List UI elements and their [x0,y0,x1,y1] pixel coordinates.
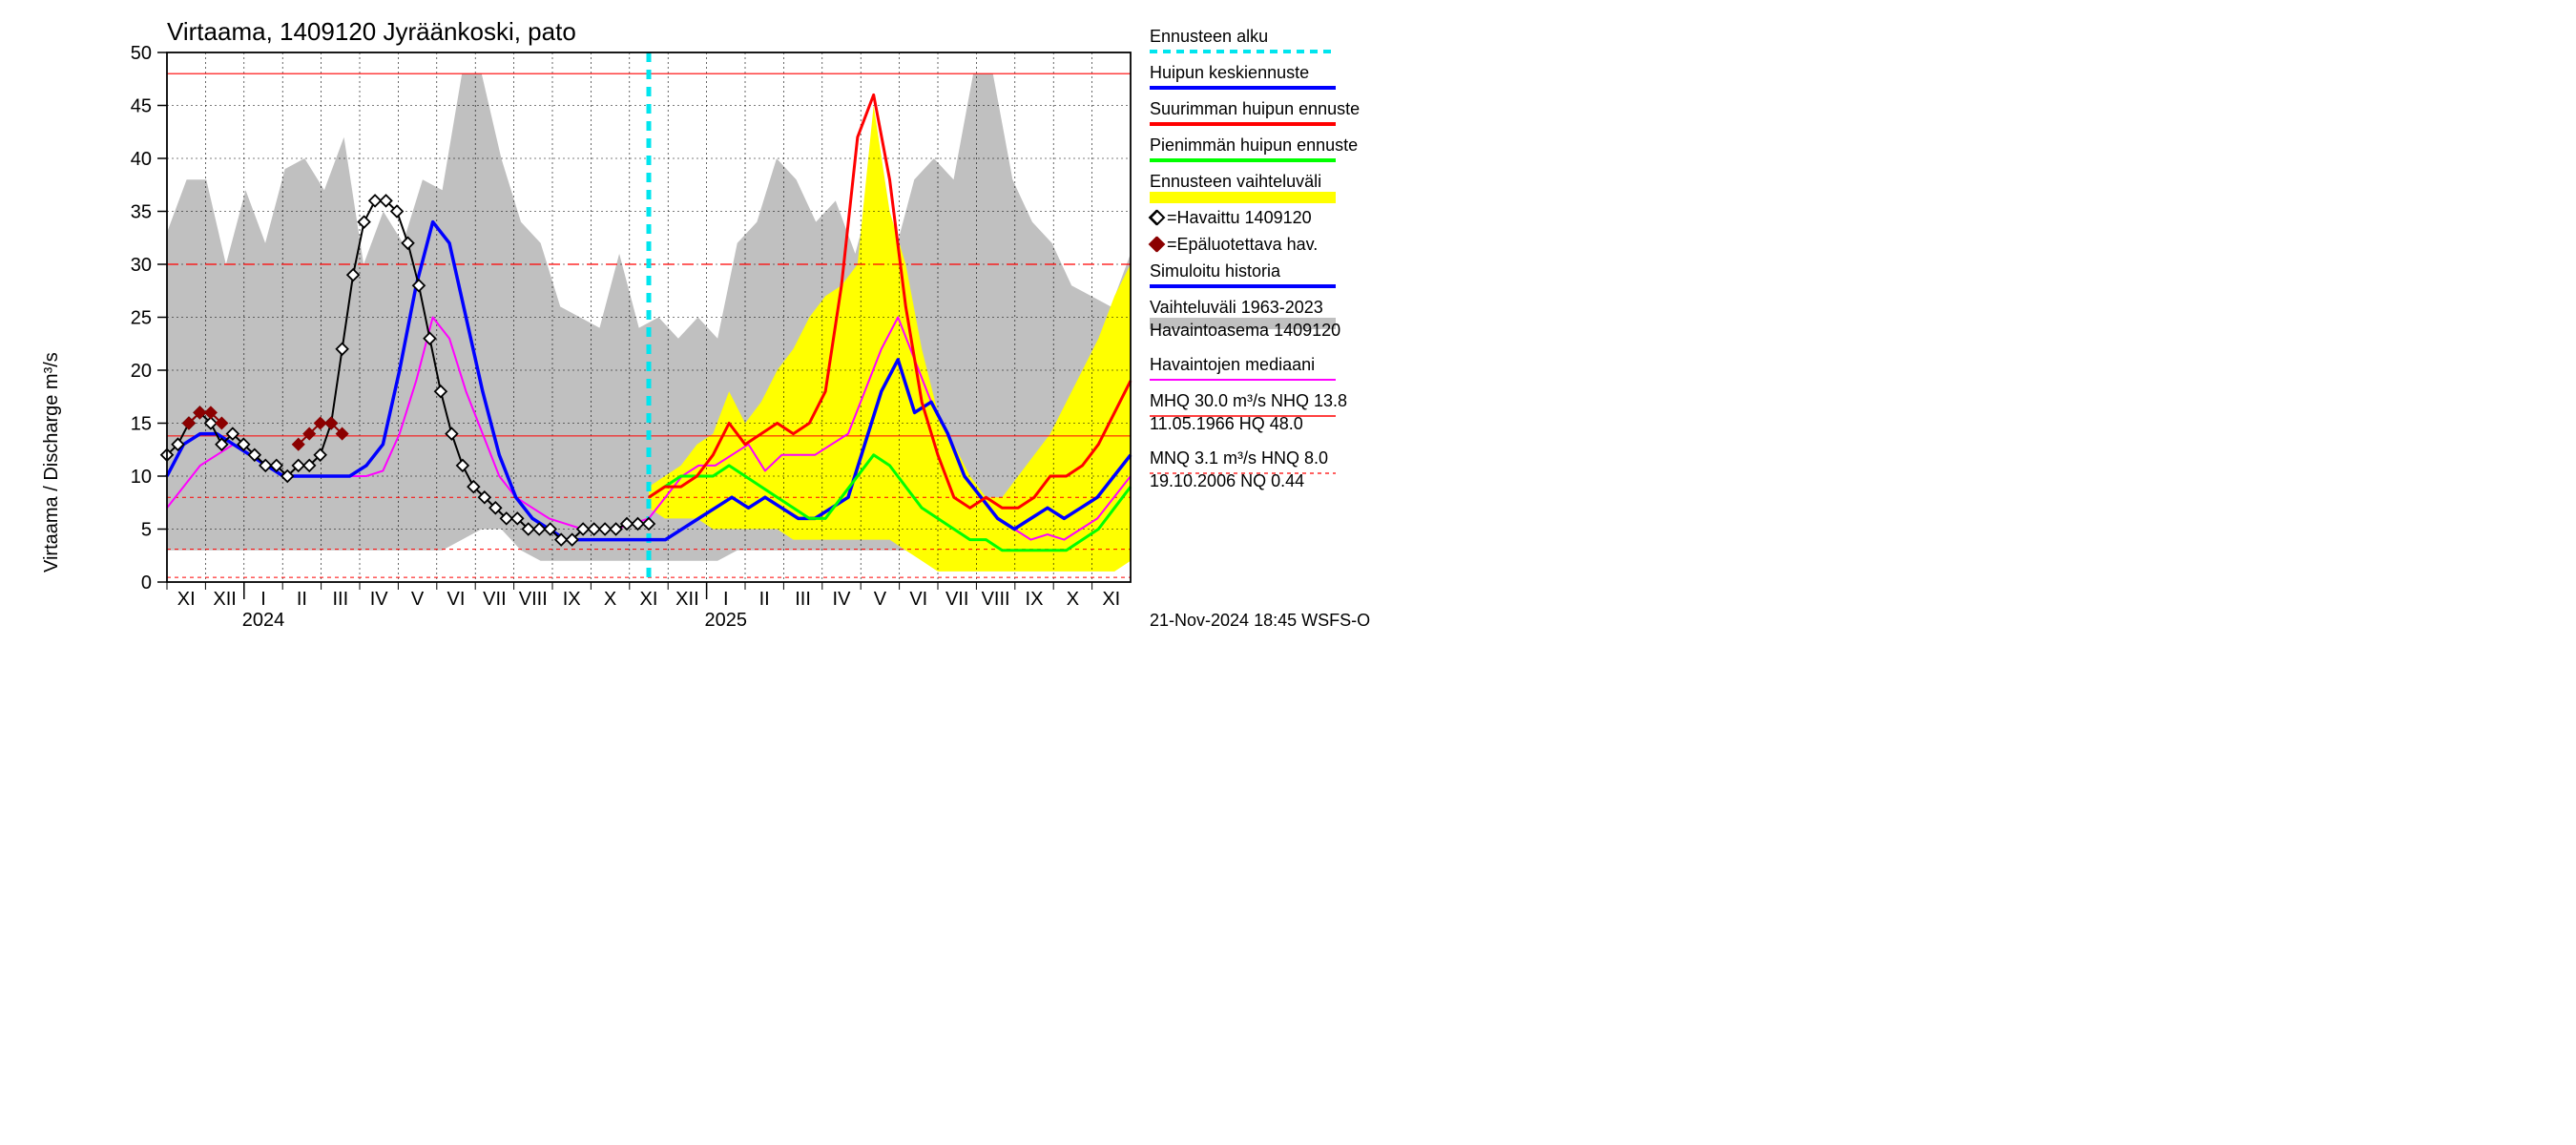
legend-label: Vaihteluväli 1963-2023 [1150,298,1323,317]
svg-text:I: I [723,589,729,610]
svg-text:=Epäluotettava hav.: =Epäluotettava hav. [1167,235,1318,254]
discharge-forecast-chart: 05101520253035404550XIXIIIIIIIIIVVVIVIIV… [0,0,1431,635]
legend-label: Huipun keskiennuste [1150,63,1309,82]
svg-text:VI: VI [447,589,466,610]
svg-text:20: 20 [131,361,152,382]
svg-text:VII: VII [483,589,506,610]
svg-text:I: I [260,589,266,610]
svg-text:V: V [874,589,887,610]
svg-text:XII: XII [675,589,698,610]
svg-text:Virtaama / Discharge m³/s: Virtaama / Discharge m³/s [41,352,62,572]
svg-text:VII: VII [945,589,968,610]
svg-text:IV: IV [833,589,852,610]
svg-text:35: 35 [131,202,152,223]
svg-text:19.10.2006 NQ 0.44: 19.10.2006 NQ 0.44 [1150,471,1304,490]
legend-label: Ennusteen vaihteluväli [1150,172,1321,191]
legend-label: MNQ 3.1 m³/s HNQ 8.0 [1150,448,1328,468]
svg-text:VI: VI [909,589,927,610]
svg-text:2025: 2025 [705,610,748,631]
svg-text:V: V [411,589,425,610]
svg-text:IX: IX [563,589,581,610]
legend-label: Havaintojen mediaani [1150,355,1315,374]
svg-text:XI: XI [640,589,658,610]
svg-text:X: X [604,589,616,610]
svg-text:50: 50 [131,43,152,64]
svg-text:=Havaittu 1409120: =Havaittu 1409120 [1167,208,1312,227]
svg-text:II: II [297,589,307,610]
svg-text:40: 40 [131,149,152,170]
svg-text:0: 0 [141,572,152,593]
legend-label: Suurimman huipun ennuste [1150,99,1360,118]
svg-text:15: 15 [131,414,152,435]
svg-text:45: 45 [131,96,152,117]
svg-text:11.05.1966 HQ 48.0: 11.05.1966 HQ 48.0 [1150,414,1303,433]
svg-text:IX: IX [1026,589,1044,610]
legend-label: Pienimmän huipun ennuste [1150,135,1358,155]
svg-text:XI: XI [177,589,196,610]
svg-text:Havaintoasema 1409120: Havaintoasema 1409120 [1150,321,1340,340]
svg-text:II: II [759,589,770,610]
svg-text:10: 10 [131,467,152,488]
svg-text:III: III [332,589,348,610]
chart-title: Virtaama, 1409120 Jyräänkoski, pato [167,17,576,46]
svg-text:25: 25 [131,308,152,329]
svg-text:XII: XII [213,589,236,610]
svg-text:XI: XI [1102,589,1120,610]
svg-text:III: III [795,589,811,610]
svg-text:X: X [1067,589,1079,610]
svg-text:VIII: VIII [519,589,548,610]
svg-text:VIII: VIII [982,589,1010,610]
svg-text:30: 30 [131,255,152,276]
legend-label: MHQ 30.0 m³/s NHQ 13.8 [1150,391,1347,410]
svg-text:5: 5 [141,520,152,541]
legend-label: Simuloitu historia [1150,261,1281,281]
svg-text:2024: 2024 [242,610,285,631]
svg-text:IV: IV [370,589,389,610]
legend-label: Ennusteen alku [1150,27,1268,46]
chart-footer: 21-Nov-2024 18:45 WSFS-O [1150,611,1370,630]
